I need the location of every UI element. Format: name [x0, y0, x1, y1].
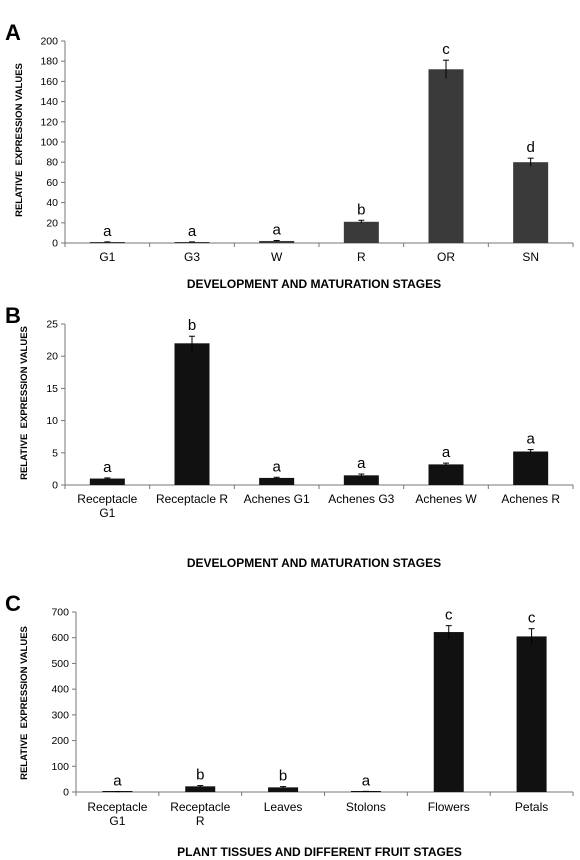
bar [89, 242, 125, 243]
bar [268, 787, 299, 792]
y-tick-label: 160 [40, 76, 58, 88]
x-category-label: Stolons [346, 800, 386, 814]
bar [174, 242, 210, 243]
significance-letter: a [357, 455, 366, 472]
x-category-label: Achenes R [501, 492, 560, 506]
x-category-label: Achenes G1 [244, 492, 310, 506]
significance-letter: a [442, 444, 451, 461]
y-tick-label: 60 [46, 177, 58, 189]
panel-letter: B [5, 303, 21, 328]
y-tick-label: 0 [52, 480, 58, 492]
y-tick-label: 25 [46, 319, 58, 331]
y-tick-label: 200 [40, 36, 58, 48]
y-tick-label: 300 [51, 709, 69, 721]
x-category-label: Achenes W [415, 492, 477, 506]
bar [433, 632, 464, 792]
significance-letter: c [442, 41, 450, 58]
y-tick-label: 10 [46, 415, 58, 427]
y-tick-label: 40 [46, 197, 58, 209]
y-tick-label: 20 [46, 351, 58, 363]
x-category-label: G3 [184, 250, 200, 264]
significance-letter: a [272, 458, 281, 475]
y-tick-label: 20 [46, 217, 58, 229]
significance-letter: b [188, 317, 196, 334]
x-category-label: Petals [515, 800, 548, 814]
y-tick-label: 0 [63, 787, 69, 799]
y-tick-label: 120 [40, 116, 58, 128]
x-category-label: W [271, 250, 283, 264]
significance-letter: b [196, 767, 204, 784]
y-tick-label: 180 [40, 56, 58, 68]
bar [89, 478, 125, 485]
x-category-label: Receptacle [170, 800, 230, 814]
significance-letter: a [113, 773, 122, 790]
panel-letter: A [5, 20, 21, 45]
bar [343, 475, 379, 485]
y-tick-label: 140 [40, 96, 58, 108]
bar [428, 69, 464, 243]
bar [343, 221, 379, 243]
x-category-label: OR [437, 250, 455, 264]
significance-letter: a [272, 221, 281, 238]
x-axis-title: DEVELOPMENT AND MATURATION STAGES [187, 556, 441, 570]
significance-letter: c [528, 610, 536, 627]
significance-letter: a [103, 459, 112, 476]
y-tick-label: 0 [52, 238, 58, 250]
y-tick-label: 400 [51, 684, 69, 696]
x-category-label: SN [522, 250, 539, 264]
x-category-label: Leaves [264, 800, 303, 814]
bar [185, 786, 216, 792]
y-tick-label: 100 [40, 137, 58, 149]
significance-letter: a [188, 223, 197, 240]
bar [259, 477, 295, 485]
y-tick-label: 700 [51, 607, 69, 619]
y-tick-label: 100 [51, 761, 69, 773]
y-tick-label: 5 [52, 447, 58, 459]
significance-letter: a [526, 431, 535, 448]
y-axis-title: RELATIVE EXPRESSION VALUES [19, 326, 30, 480]
bar [513, 162, 549, 243]
x-category-label: Receptacle [87, 800, 147, 814]
x-category-label: R [196, 814, 205, 828]
bar [516, 636, 547, 792]
x-category-label: G1 [109, 814, 125, 828]
bar [174, 343, 210, 485]
x-axis-title: PLANT TISSUES AND DIFFERENT FRUIT STAGES [177, 845, 462, 859]
bar [428, 464, 464, 485]
significance-letter: b [357, 201, 365, 218]
panel-letter: C [5, 591, 21, 616]
x-category-label: Achenes G3 [328, 492, 394, 506]
significance-letter: d [526, 139, 534, 156]
y-tick-label: 15 [46, 383, 58, 395]
x-category-label: Flowers [428, 800, 470, 814]
x-category-label: Receptacle R [156, 492, 228, 506]
x-category-label: R [357, 250, 366, 264]
y-axis-title: RELATIVE EXPRESSION VALUES [14, 63, 25, 217]
y-tick-label: 200 [51, 735, 69, 747]
y-tick-label: 600 [51, 632, 69, 644]
significance-letter: b [279, 768, 287, 785]
x-category-label: G1 [99, 250, 115, 264]
y-tick-label: 500 [51, 658, 69, 670]
y-tick-label: 80 [46, 157, 58, 169]
x-axis-title: DEVELOPMENT AND MATURATION STAGES [187, 277, 441, 291]
x-category-label: Receptacle [77, 492, 137, 506]
bar [259, 240, 295, 243]
x-category-label: G1 [99, 506, 115, 520]
bar [513, 451, 549, 485]
significance-letter: a [362, 772, 371, 789]
significance-letter: c [445, 607, 453, 624]
y-axis-title: RELATIVE EXPRESSION VALUES [19, 626, 30, 780]
significance-letter: a [103, 223, 112, 240]
